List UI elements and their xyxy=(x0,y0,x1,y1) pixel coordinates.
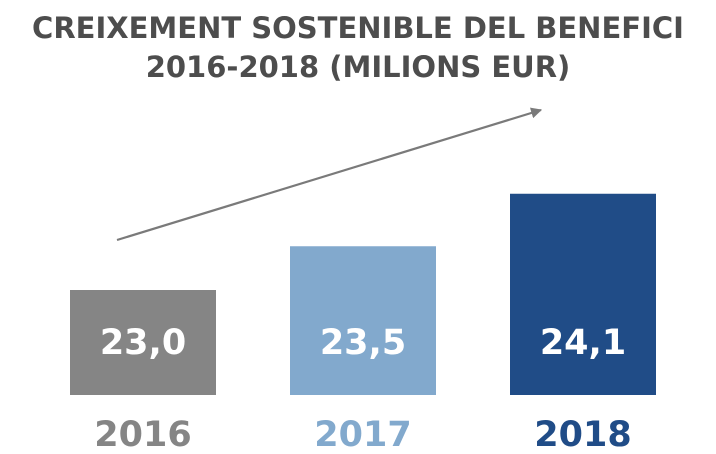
bar-value-label-2016: 23,0 xyxy=(100,323,186,363)
bars-group xyxy=(70,193,656,395)
bar-2018 xyxy=(510,193,656,395)
trend-arrow xyxy=(116,107,543,242)
bar-labels-group: 23,0 23,5 24,1 xyxy=(100,323,626,363)
chart-title-line-1: CREIXEMENT SOSTENIBLE DEL BENEFICI xyxy=(32,11,684,45)
category-label-2016: 2016 xyxy=(94,415,191,454)
category-label-2018: 2018 xyxy=(534,415,631,454)
chart-title-line-2: 2016-2018 (MILIONS EUR) xyxy=(146,50,571,84)
bar-value-label-2018: 24,1 xyxy=(540,323,626,363)
category-labels-group: 2016 2017 2018 xyxy=(94,415,631,454)
bar-2016 xyxy=(70,290,216,395)
category-label-2017: 2017 xyxy=(314,415,411,454)
bar-value-label-2017: 23,5 xyxy=(320,323,406,363)
bar-2017 xyxy=(290,246,436,395)
